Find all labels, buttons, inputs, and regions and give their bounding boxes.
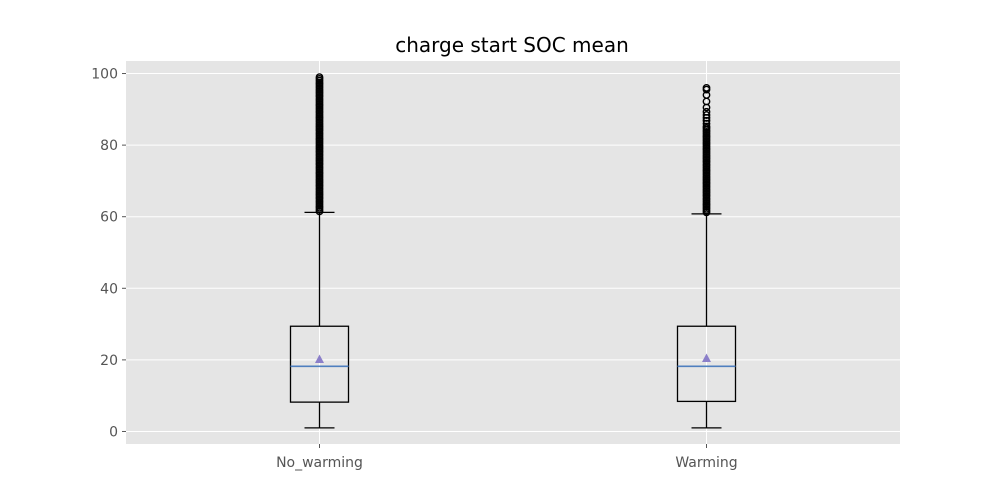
- x-axis-ticks: No_warming Warming: [276, 444, 738, 471]
- iqr-box: [676, 325, 737, 403]
- y-tick-label: 20: [100, 353, 118, 369]
- x-tick-label: Warming: [675, 455, 737, 471]
- outlier-point: [702, 83, 711, 92]
- x-tick-label: No_warming: [276, 455, 363, 471]
- grid-lines: [126, 61, 900, 444]
- mean-marker: [702, 353, 711, 362]
- outlier-point: [702, 91, 711, 99]
- boxes: [289, 73, 737, 429]
- box-warming: [676, 83, 737, 429]
- box-no-warming: [289, 73, 350, 429]
- outlier-point: [702, 107, 711, 116]
- chart-title: charge start SOC mean: [395, 33, 629, 57]
- outlier-point: [315, 73, 324, 82]
- y-tick-label: 60: [100, 210, 118, 226]
- mean-marker: [315, 354, 324, 364]
- y-tick-label: 0: [109, 424, 118, 440]
- y-tick-label: 40: [100, 281, 118, 297]
- outlier-point: [702, 111, 711, 119]
- y-axis-ticks: 0 20 40 60 80 100: [91, 67, 126, 440]
- iqr-box: [289, 325, 350, 403]
- y-tick-label: 100: [91, 67, 118, 83]
- y-tick-label: 80: [100, 138, 118, 154]
- plot-area: [126, 61, 900, 444]
